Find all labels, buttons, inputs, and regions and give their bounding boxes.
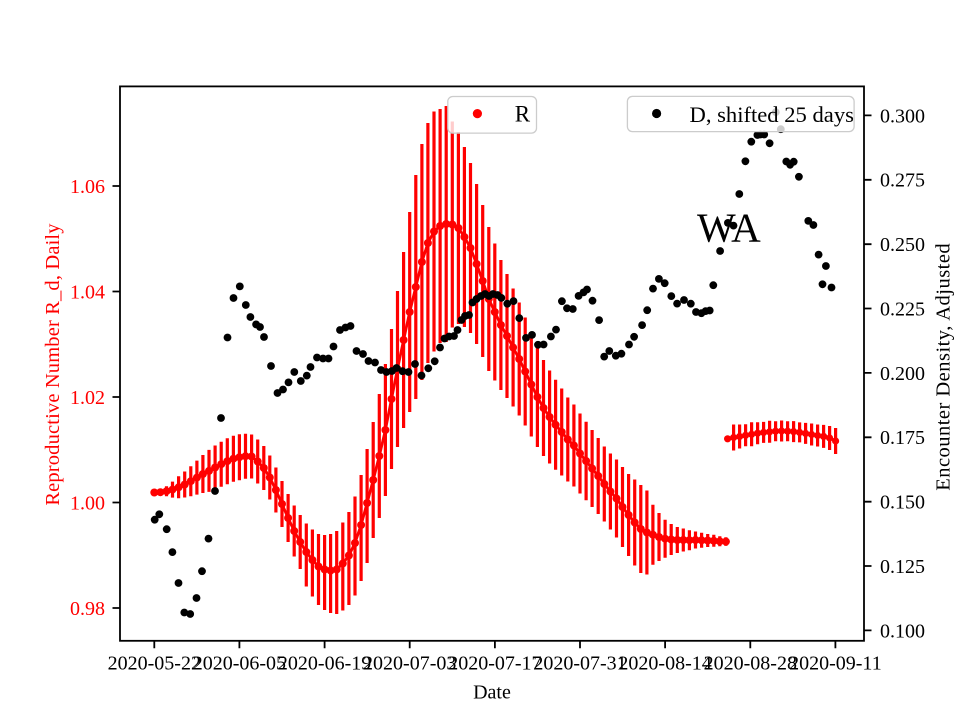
svg-text:0.100: 0.100 [880, 620, 925, 642]
svg-text:2020-06-19: 2020-06-19 [278, 652, 371, 674]
svg-text:0.225: 0.225 [880, 298, 925, 320]
svg-text:Date: Date [473, 682, 511, 704]
svg-text:2020-07-17: 2020-07-17 [448, 652, 541, 674]
svg-text:R: R [515, 102, 531, 127]
svg-text:2020-06-05: 2020-06-05 [193, 652, 286, 674]
svg-text:Reproductive Number R_d, Daily: Reproductive Number R_d, Daily [42, 223, 64, 506]
svg-text:WA: WA [697, 205, 761, 251]
svg-text:2020-09-11: 2020-09-11 [789, 652, 882, 674]
svg-text:1.00: 1.00 [70, 492, 105, 514]
svg-text:2020-07-31: 2020-07-31 [533, 652, 626, 674]
svg-text:1.02: 1.02 [70, 387, 105, 409]
svg-text:0.175: 0.175 [880, 427, 925, 449]
svg-text:2020-05-22: 2020-05-22 [108, 652, 201, 674]
svg-text:Encounter Density, Adjusted: Encounter Density, Adjusted [933, 243, 955, 491]
svg-text:2020-08-14: 2020-08-14 [618, 652, 711, 674]
svg-text:0.300: 0.300 [880, 105, 925, 127]
svg-text:0.98: 0.98 [70, 598, 105, 620]
svg-text:0.250: 0.250 [880, 234, 925, 256]
svg-text:D, shifted 25 days: D, shifted 25 days [690, 102, 854, 127]
svg-text:2020-08-28: 2020-08-28 [704, 652, 797, 674]
svg-text:1.04: 1.04 [70, 281, 105, 303]
svg-text:0.125: 0.125 [880, 556, 925, 578]
svg-text:0.275: 0.275 [880, 170, 925, 192]
svg-text:2020-07-03: 2020-07-03 [363, 652, 456, 674]
svg-text:0.150: 0.150 [880, 492, 925, 514]
svg-text:1.06: 1.06 [70, 176, 105, 198]
svg-text:0.200: 0.200 [880, 363, 925, 385]
